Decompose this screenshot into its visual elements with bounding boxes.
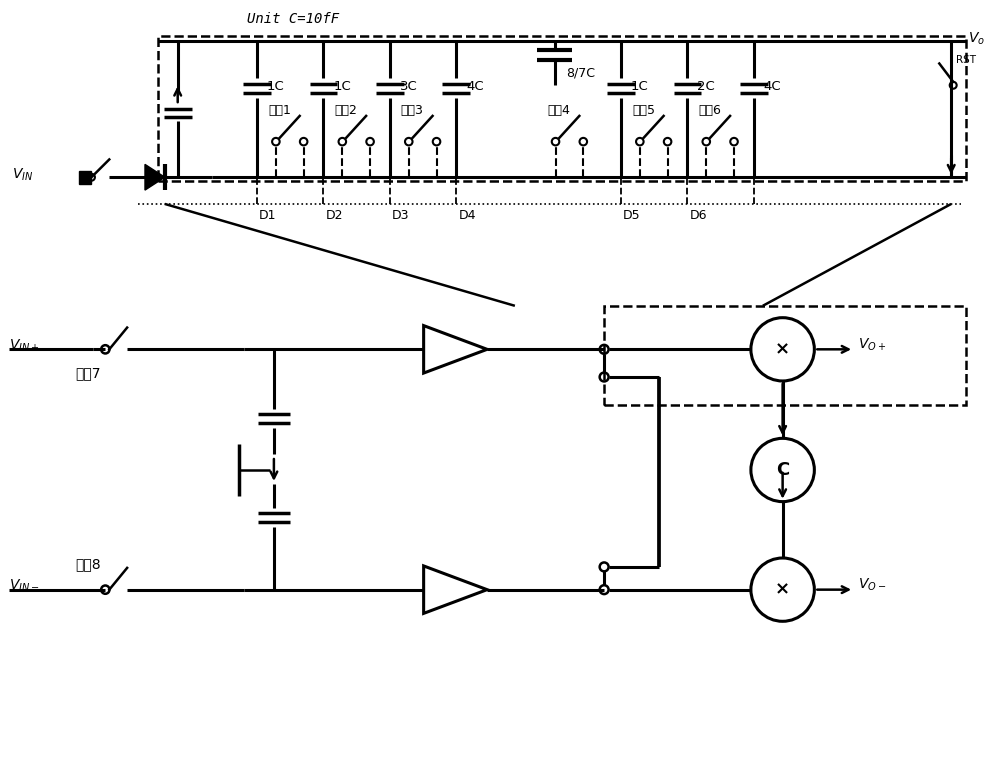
Text: 1C: 1C <box>333 79 351 93</box>
Text: ×: × <box>775 341 790 358</box>
Text: 开兴3: 开兴3 <box>401 104 424 117</box>
Text: $V_{IN}$: $V_{IN}$ <box>12 167 33 183</box>
Text: 开兴1: 开兴1 <box>268 104 291 117</box>
Text: 8/7C: 8/7C <box>566 67 595 79</box>
Text: $V_o$: $V_o$ <box>968 30 985 47</box>
Text: 4C: 4C <box>764 79 781 93</box>
Text: $V_{IN-}$: $V_{IN-}$ <box>9 578 40 594</box>
Text: ×: × <box>775 581 790 599</box>
Text: 1C: 1C <box>631 79 649 93</box>
Text: D5: D5 <box>623 209 641 222</box>
Text: Unit C=10fF: Unit C=10fF <box>247 12 339 26</box>
Text: D1: D1 <box>259 209 277 222</box>
Text: 4C: 4C <box>466 79 484 93</box>
Text: D3: D3 <box>392 209 409 222</box>
Text: D6: D6 <box>689 209 707 222</box>
Text: 开兴8: 开兴8 <box>76 557 101 571</box>
Text: $V_{O-}$: $V_{O-}$ <box>858 577 886 593</box>
Text: $V_{IN+}$: $V_{IN+}$ <box>9 337 40 354</box>
Text: RST: RST <box>956 55 976 64</box>
Polygon shape <box>145 164 165 190</box>
Text: 2C: 2C <box>697 79 715 93</box>
Bar <box>79 171 91 184</box>
Text: C: C <box>776 461 789 479</box>
Bar <box>604 306 966 405</box>
Bar <box>158 36 966 181</box>
Text: 3C: 3C <box>400 79 418 93</box>
Text: D2: D2 <box>325 209 343 222</box>
Text: 开兴4: 开兴4 <box>548 104 570 117</box>
Text: 开兴5: 开兴5 <box>632 104 655 117</box>
Text: 开兴6: 开兴6 <box>698 104 721 117</box>
Text: 开兴2: 开兴2 <box>334 104 357 117</box>
Text: 1C: 1C <box>267 79 285 93</box>
Text: $V_{O+}$: $V_{O+}$ <box>858 336 886 353</box>
Text: 开兴7: 开兴7 <box>76 366 101 380</box>
Text: D4: D4 <box>458 209 476 222</box>
